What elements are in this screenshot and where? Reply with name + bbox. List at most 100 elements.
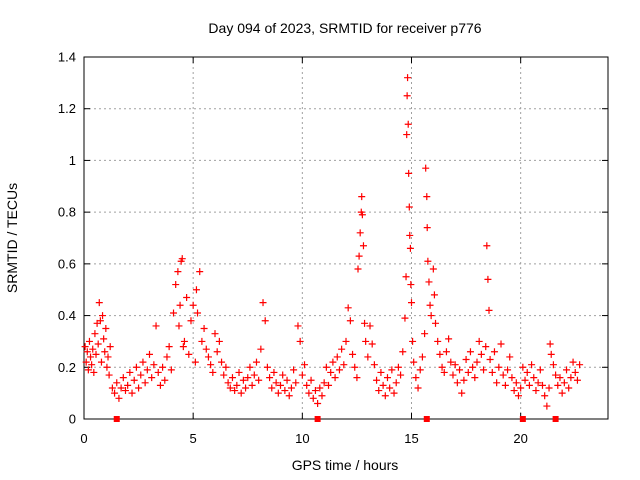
data-point: [185, 350, 193, 358]
data-point: [392, 379, 400, 387]
data-point: [266, 374, 274, 382]
data-point: [370, 361, 378, 369]
data-point: [576, 361, 584, 369]
data-point: [301, 361, 309, 369]
data-point: [252, 358, 260, 366]
data-point: [412, 374, 420, 382]
data-point: [383, 374, 391, 382]
data-point: [436, 350, 444, 358]
data-point: [442, 348, 450, 356]
grid-lines: [84, 57, 608, 419]
x-tick-label: 15: [404, 431, 418, 446]
data-point: [482, 343, 490, 351]
data-point: [204, 353, 212, 361]
data-point: [233, 381, 241, 389]
data-point: [325, 381, 333, 389]
data-point: [358, 193, 366, 201]
data-point: [137, 371, 145, 379]
data-point: [156, 381, 164, 389]
data-point: [460, 376, 468, 384]
y-tick-label: 0.2: [58, 360, 76, 375]
data-point: [237, 389, 245, 397]
data-point: [567, 374, 575, 382]
data-point: [143, 366, 151, 374]
data-point: [517, 384, 525, 392]
plot-frame: [83, 56, 609, 420]
data-point: [422, 164, 430, 172]
data-point: [545, 384, 553, 392]
data-point: [191, 358, 199, 366]
data-point: [427, 312, 435, 320]
bottom-marker: [552, 416, 559, 422]
bottom-marker: [113, 416, 120, 422]
data-point: [82, 358, 90, 366]
data-point: [235, 368, 243, 376]
data-point: [329, 358, 337, 366]
data-point: [549, 361, 557, 369]
data-point: [187, 317, 195, 325]
data-point: [290, 366, 298, 374]
data-point: [356, 229, 364, 237]
data-point: [84, 366, 92, 374]
data-point: [483, 242, 491, 250]
data-point: [257, 345, 265, 353]
data-point: [200, 325, 208, 332]
data-point: [95, 299, 103, 307]
x-tick-label: 20: [513, 431, 527, 446]
y-tick-label: 0.8: [58, 205, 76, 220]
data-point: [148, 374, 156, 382]
data-point: [335, 366, 343, 374]
data-point: [222, 363, 230, 371]
data-point: [423, 224, 431, 232]
data-point: [514, 392, 522, 400]
data-point: [438, 363, 446, 371]
data-point: [126, 368, 134, 376]
data-point: [426, 301, 434, 309]
data-point: [104, 353, 112, 361]
data-point: [159, 363, 167, 371]
data-point: [404, 74, 412, 82]
data-point: [117, 384, 125, 392]
data-point: [475, 337, 483, 345]
data-point: [283, 376, 291, 384]
data-point: [167, 366, 175, 374]
data-point: [501, 381, 509, 389]
data-point: [224, 379, 232, 387]
data-point: [228, 374, 236, 382]
data-point: [394, 363, 402, 371]
data-point: [402, 273, 410, 281]
data-point: [523, 368, 531, 376]
data-point: [314, 399, 322, 407]
data-point: [176, 301, 184, 309]
data-point: [573, 376, 581, 384]
data-point: [351, 363, 359, 371]
data-point: [91, 330, 99, 338]
x-tick-label: 0: [80, 431, 87, 446]
data-point: [552, 371, 560, 379]
data-point: [83, 348, 91, 356]
data-point: [100, 335, 108, 343]
data-point: [344, 304, 352, 312]
data-point: [305, 389, 313, 397]
data-point: [128, 389, 136, 397]
data-point: [525, 381, 533, 389]
data-point: [139, 358, 147, 366]
data-point: [368, 340, 376, 348]
data-point: [403, 92, 411, 100]
data-point: [218, 358, 226, 366]
data-point: [407, 281, 415, 289]
data-point: [521, 376, 529, 384]
data-point: [333, 353, 341, 361]
data-point: [255, 376, 263, 384]
y-tick-label: 1: [69, 153, 76, 168]
data-point: [447, 358, 455, 366]
data-point: [473, 358, 481, 366]
data-point: [124, 381, 132, 389]
data-point: [530, 374, 538, 382]
data-point: [331, 374, 339, 382]
data-point: [340, 361, 348, 369]
bottom-markers: [113, 416, 559, 422]
data-point: [318, 392, 326, 400]
data-point: [115, 394, 123, 402]
